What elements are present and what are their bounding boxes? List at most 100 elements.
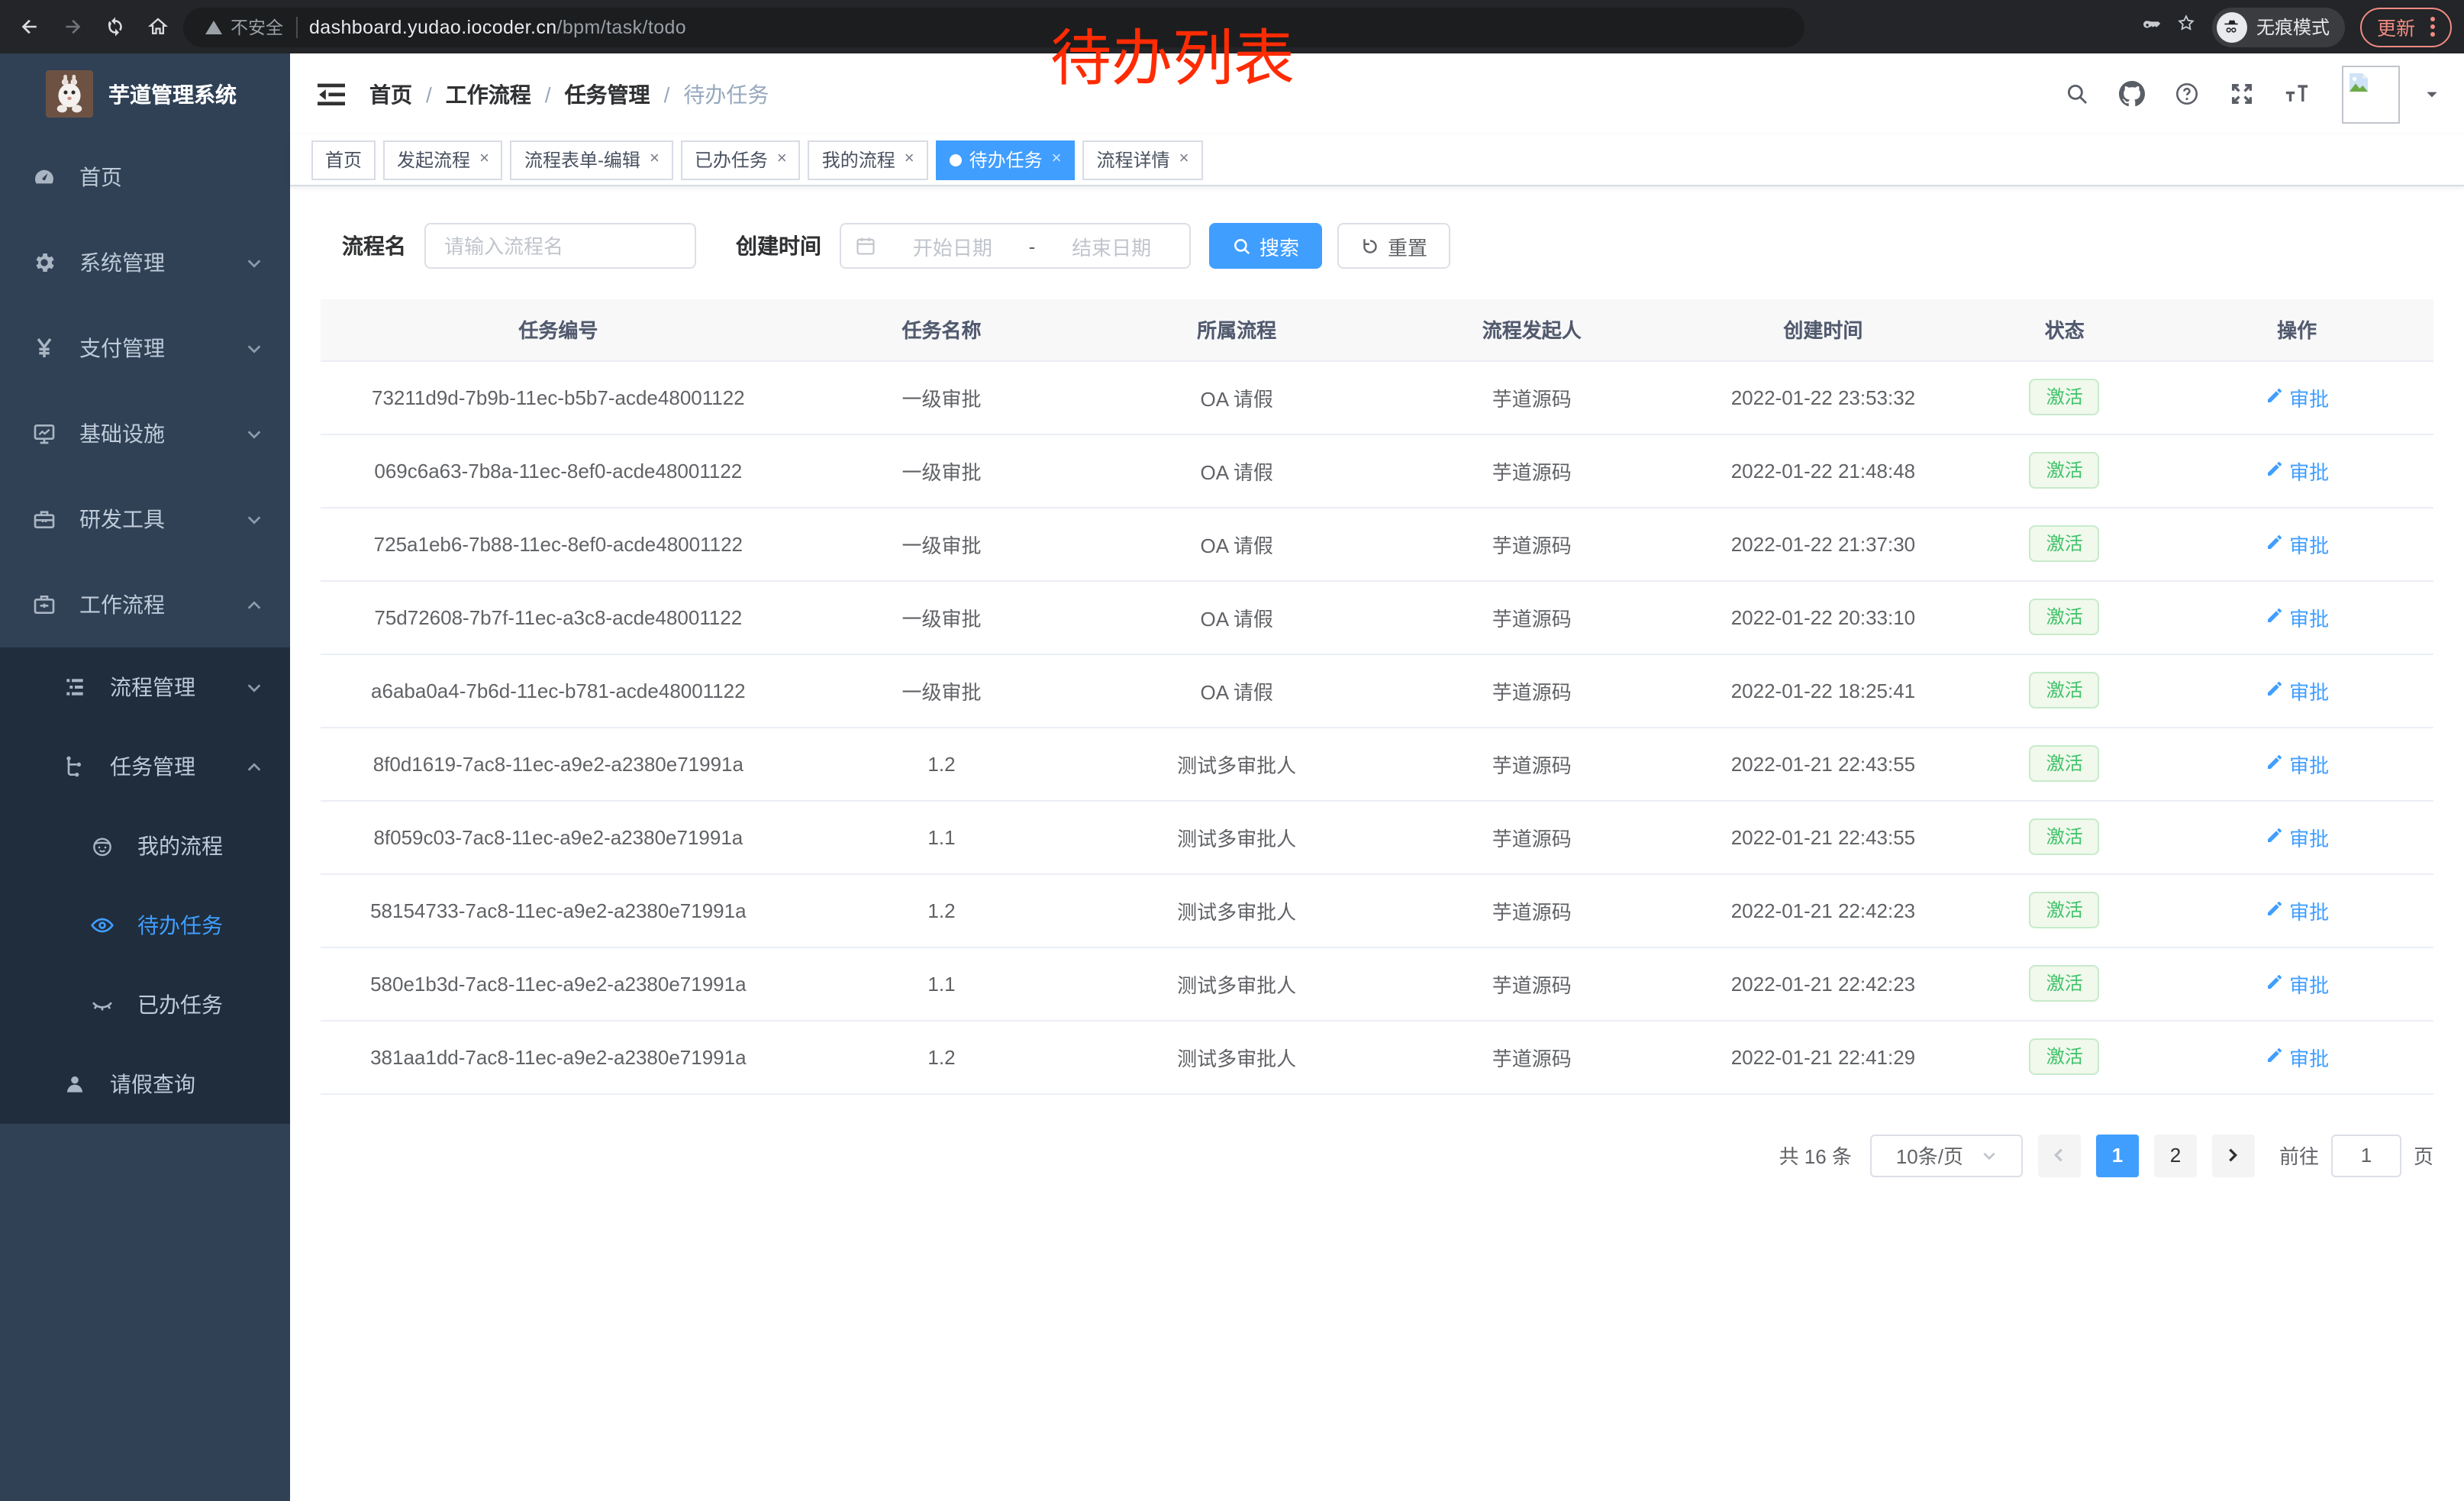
chevron-down-icon xyxy=(246,340,263,357)
not-secure-badge[interactable]: 不安全 xyxy=(205,15,283,39)
page-button-1[interactable]: 1 xyxy=(2095,1134,2139,1177)
tab-home[interactable]: 首页 xyxy=(311,140,376,179)
pencil-icon xyxy=(2265,679,2283,702)
sidebar-item-dev-tools[interactable]: 研发工具 xyxy=(0,476,290,562)
address-bar[interactable]: 不安全 dashboard.yudao.iocoder.cn/bpm/task/… xyxy=(183,7,1804,47)
sidebar-item-payment-management[interactable]: 支付管理 xyxy=(0,305,290,391)
process-name-input[interactable] xyxy=(424,223,696,269)
approve-link[interactable]: 审批 xyxy=(2265,676,2329,705)
calendar-icon xyxy=(856,237,875,255)
security-label: 不安全 xyxy=(231,19,283,37)
tab-form-edit[interactable]: 流程表单-编辑 × xyxy=(510,140,673,179)
prev-page-button[interactable] xyxy=(2037,1134,2081,1177)
sidebar-item-todo-tasks[interactable]: 待办任务 xyxy=(0,886,290,965)
pencil-icon xyxy=(2265,752,2283,775)
status-badge: 激活 xyxy=(2029,671,2100,709)
table-row: 73211d9d-7b9b-11ec-b5b7-acde48001122 一级审批… xyxy=(321,360,2433,434)
menu-dots-icon[interactable] xyxy=(2430,17,2435,37)
help-icon[interactable] xyxy=(2171,79,2201,109)
tab-my-process[interactable]: 我的流程 × xyxy=(808,140,928,179)
tab-process-detail[interactable]: 流程详情 × xyxy=(1082,140,1203,179)
update-button[interactable]: 更新 xyxy=(2359,7,2452,47)
close-icon[interactable]: × xyxy=(776,150,787,168)
pencil-icon xyxy=(2265,899,2283,922)
tree-icon xyxy=(61,753,89,780)
sidebar-item-infrastructure[interactable]: 基础设施 xyxy=(0,391,290,476)
search-icon[interactable] xyxy=(2061,79,2091,109)
avatar[interactable] xyxy=(2342,65,2400,123)
github-icon[interactable] xyxy=(2116,79,2146,109)
pencil-icon xyxy=(2265,605,2283,628)
tab-start-process[interactable]: 发起流程 × xyxy=(383,140,503,179)
cell-process: OA 请假 xyxy=(1087,507,1386,581)
page-content: 流程名 创建时间 开始日期 - 结束日期 搜索 重 xyxy=(290,186,2464,1501)
sidebar-item-done-tasks[interactable]: 已办任务 xyxy=(0,965,290,1044)
approve-link[interactable]: 审批 xyxy=(2265,1042,2329,1071)
search-button[interactable]: 搜索 xyxy=(1209,223,1323,269)
next-page-button[interactable] xyxy=(2211,1134,2255,1177)
sidebar-item-system-management[interactable]: 系统管理 xyxy=(0,220,290,305)
breadcrumb-workflow: 工作流程 xyxy=(445,82,531,106)
browser-back-icon[interactable] xyxy=(12,10,46,44)
tab-done-tasks[interactable]: 已办任务 × xyxy=(680,140,801,179)
cell-process: OA 请假 xyxy=(1087,434,1386,508)
column-header-action: 操作 xyxy=(2160,299,2433,361)
approve-link[interactable]: 审批 xyxy=(2265,896,2329,925)
cell-task-name: 一级审批 xyxy=(795,507,1088,581)
sidebar-item-workflow[interactable]: 工作流程 xyxy=(0,562,290,647)
cell-starter: 芋道源码 xyxy=(1386,434,1678,508)
browser-home-icon[interactable] xyxy=(140,10,174,44)
close-icon[interactable]: × xyxy=(649,150,660,168)
breadcrumb-home[interactable]: 首页 xyxy=(369,82,412,106)
font-size-icon[interactable] xyxy=(2281,79,2311,109)
browser-forward-icon[interactable] xyxy=(55,10,89,44)
sidebar-item-task-management[interactable]: 任务管理 xyxy=(0,727,290,806)
app-logo-row[interactable]: 芋道管理系统 xyxy=(0,53,290,134)
page-size-select[interactable]: 10条/页 xyxy=(1869,1134,2023,1177)
approve-link[interactable]: 审批 xyxy=(2265,529,2329,558)
yen-icon xyxy=(31,334,58,362)
sidebar-item-label: 已办任务 xyxy=(137,993,223,1017)
approve-link[interactable]: 审批 xyxy=(2265,456,2329,485)
sidebar-item-my-process[interactable]: 我的流程 xyxy=(0,806,290,886)
bookmark-star-icon[interactable] xyxy=(2175,12,2197,41)
table-row: 580e1b3d-7ac8-11ec-a9e2-a2380e71991a 1.1 测… xyxy=(321,947,2433,1021)
date-start-placeholder: 开始日期 xyxy=(912,236,992,259)
url-text: dashboard.yudao.iocoder.cn/bpm/task/todo xyxy=(309,16,687,37)
caret-down-icon[interactable] xyxy=(2424,86,2440,102)
approve-link[interactable]: 审批 xyxy=(2265,822,2329,851)
cell-process: OA 请假 xyxy=(1087,580,1386,654)
close-icon[interactable]: × xyxy=(1179,150,1189,168)
approve-link[interactable]: 审批 xyxy=(2265,969,2329,998)
browser-reload-icon[interactable] xyxy=(98,10,131,44)
approve-link[interactable]: 审批 xyxy=(2265,749,2329,778)
close-icon[interactable]: × xyxy=(479,150,489,168)
chevron-up-icon xyxy=(246,596,263,613)
table-row: 725a1eb6-7b88-11ec-8ef0-acde48001122 一级审批… xyxy=(321,507,2433,581)
close-icon[interactable]: × xyxy=(1051,150,1062,168)
table-row: 75d72608-7b7f-11ec-a3c8-acde48001122 一级审批… xyxy=(321,580,2433,654)
key-icon[interactable] xyxy=(2139,12,2161,41)
reset-button[interactable]: 重置 xyxy=(1337,223,1451,269)
sidebar-item-process-management[interactable]: 流程管理 xyxy=(0,647,290,727)
close-icon[interactable]: × xyxy=(904,150,914,168)
tab-todo-tasks[interactable]: 待办任务 × xyxy=(935,140,1076,179)
active-dot xyxy=(949,153,962,166)
sidebar-menu: 首页 系统管理 支付管理 基础设施 研发工具 工作流程 流程管理 任务管理 我的流程 待办任务已办… xyxy=(0,134,290,1124)
pagination: 共 16 条 10条/页 12 前往 页 xyxy=(321,1134,2433,1177)
column-header-id: 任务编号 xyxy=(321,299,796,361)
page-button-2[interactable]: 2 xyxy=(2153,1134,2197,1177)
date-range-picker[interactable]: 开始日期 - 结束日期 xyxy=(840,223,1191,269)
cell-create-time: 2022-01-21 22:42:23 xyxy=(1677,947,1969,1021)
sidebar-fold-icon[interactable] xyxy=(314,77,348,111)
goto-page-input[interactable] xyxy=(2330,1134,2401,1177)
approve-link[interactable]: 审批 xyxy=(2265,602,2329,631)
tab-label: 首页 xyxy=(325,150,363,171)
fullscreen-icon[interactable] xyxy=(2226,79,2256,109)
approve-link[interactable]: 审批 xyxy=(2265,383,2329,412)
browser-toolbar: 不安全 dashboard.yudao.iocoder.cn/bpm/task/… xyxy=(0,0,2464,53)
sidebar-item-leave-query[interactable]: 请假查询 xyxy=(0,1044,290,1124)
sidebar-item-home[interactable]: 首页 xyxy=(0,134,290,220)
cell-task-name: 一级审批 xyxy=(795,360,1088,434)
